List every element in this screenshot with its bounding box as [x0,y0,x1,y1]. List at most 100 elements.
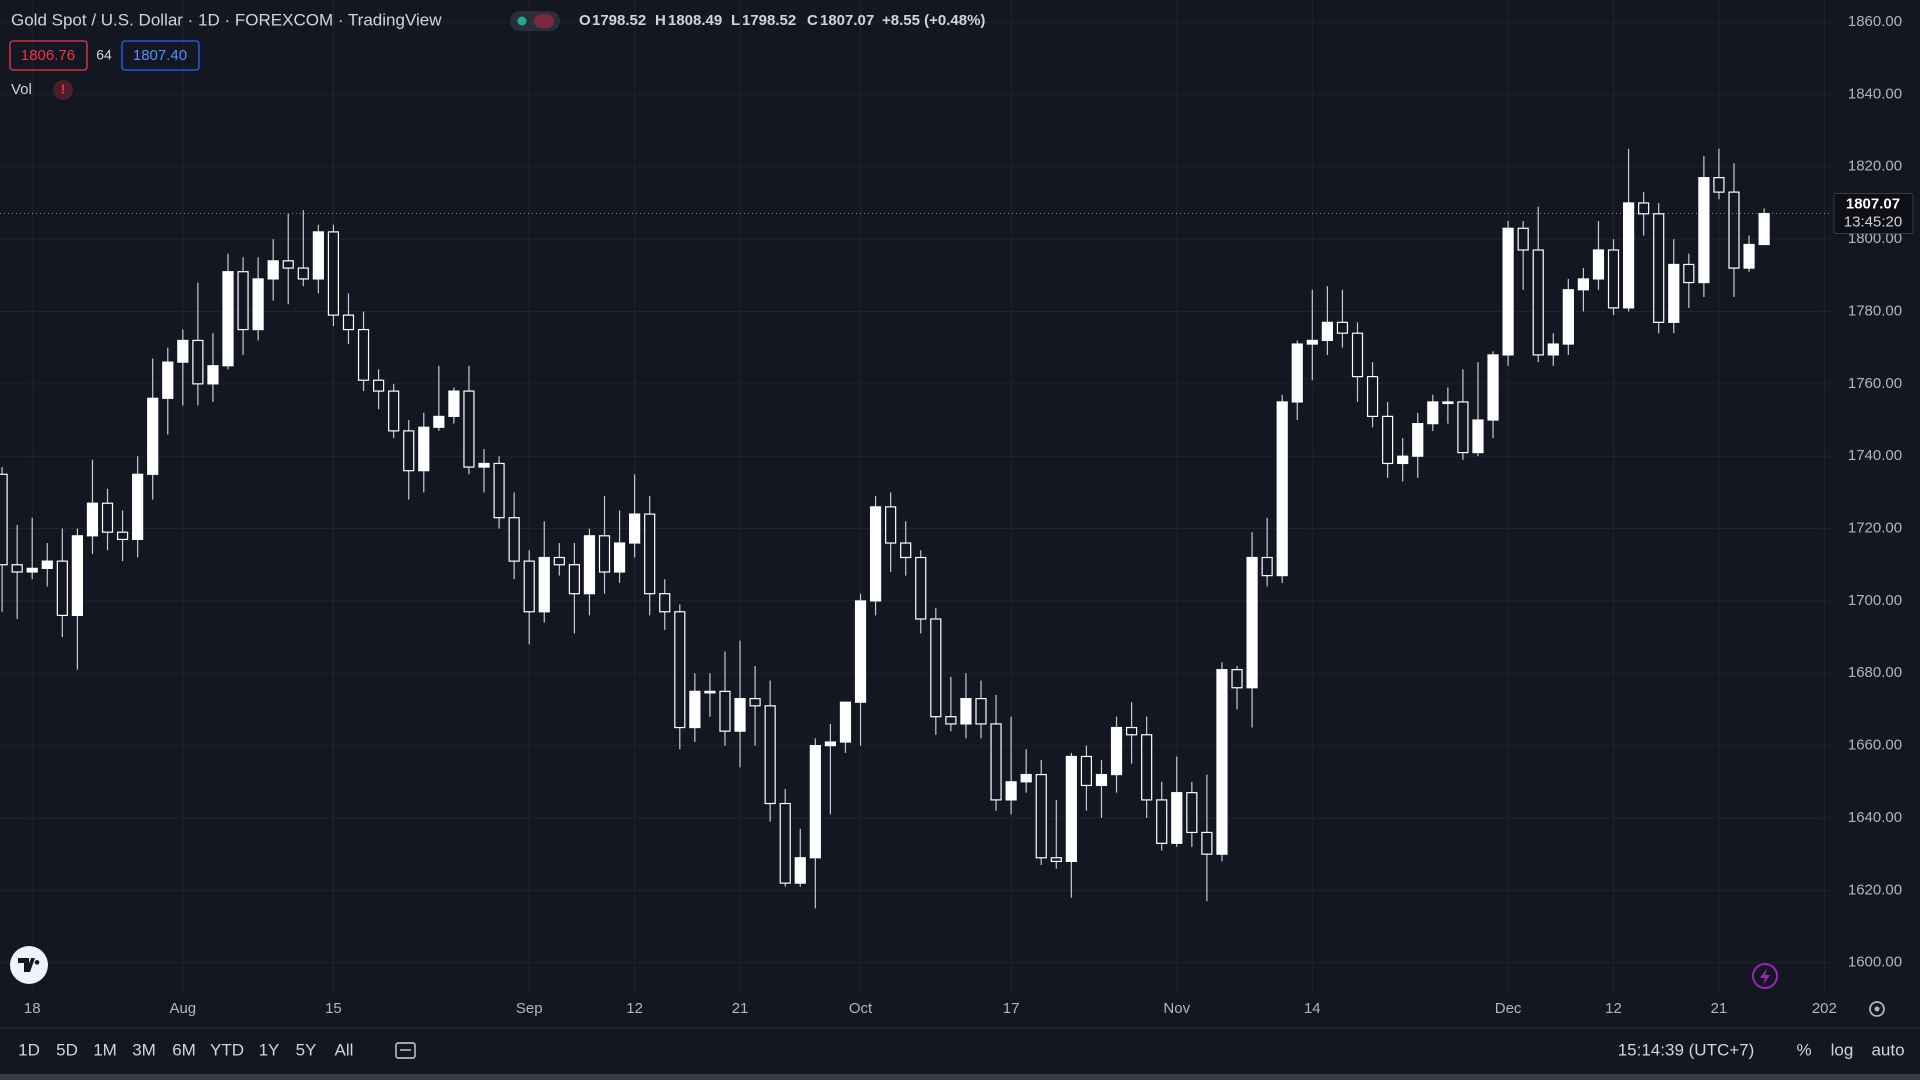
scale-option[interactable]: auto [1871,1040,1904,1059]
candle-body [523,560,535,613]
candle-body [1668,263,1680,323]
bottom-toolbar: 1D 5D 1M 3M 6M YTD 1Y 5Y All 15:14:39 (UTC+7)% log… [18,1040,1904,1059]
candle-body [538,556,550,613]
candle-body [116,531,129,541]
candle-body [734,697,746,732]
x-tick-label: 21 [1711,1000,1728,1017]
candle-body [508,517,520,562]
candle-body [1336,321,1349,334]
status-pill [534,14,554,28]
candle-body [1035,773,1047,859]
candle-body [463,390,475,468]
candle-body [1065,755,1077,862]
range-button[interactable]: All [335,1040,354,1059]
candle-body [1592,249,1605,280]
candle-body [388,390,400,432]
candle-body [839,701,852,743]
bid-box[interactable] [9,40,88,71]
x-tick-label: 14 [1304,1000,1321,1017]
candle-body [433,415,445,428]
x-tick-label: Sep [516,1000,543,1017]
candle-body [1246,556,1258,689]
candle-body [1457,401,1469,454]
lightning-button[interactable] [1752,963,1778,989]
candle-body [282,260,294,269]
candle-body [177,339,189,363]
candle-body [900,542,912,559]
vol-warning-icon[interactable] [53,80,73,100]
candle-body [41,560,53,569]
x-tick-label: 18 [24,1000,41,1017]
candle-body [704,690,716,694]
candle-body [237,271,249,331]
candle-body [1622,202,1635,309]
range-button[interactable]: 3M [132,1040,156,1059]
y-tick-label: 1760.00 [1848,375,1902,392]
candle-body [478,462,490,468]
range-button[interactable]: 5Y [296,1040,317,1059]
y-tick-label: 1740.00 [1848,447,1902,464]
candle-body [1713,177,1725,193]
candle-body [1306,339,1318,345]
candle-body [1728,191,1740,269]
range-button[interactable]: 1Y [259,1040,280,1059]
legend-close: 1807.07 [820,12,874,29]
candle-body [1427,401,1439,425]
candle-body [1080,755,1093,787]
y-tick-label: 1800.00 [1848,230,1902,247]
plot-area [0,0,1831,992]
x-tick-label: Oct [849,1000,873,1017]
clock[interactable]: 15:14:39 (UTC+7) [1618,1040,1755,1059]
ask-box[interactable] [121,40,200,71]
candle-body [207,365,219,385]
candle-body [1442,401,1454,405]
candle-body [403,430,415,472]
legend-h-label: H [655,12,666,29]
settings-button[interactable] [1869,1001,1885,1017]
x-tick-label: 15 [325,1000,342,1017]
candle-body [1351,332,1364,378]
range-button[interactable]: 1D [18,1040,40,1059]
candle-body [1472,419,1484,454]
range-button[interactable]: YTD [210,1040,244,1059]
candle-body [1607,249,1620,309]
scale-option[interactable]: % [1796,1040,1811,1059]
vol-label[interactable]: Vol [11,81,32,98]
candle-body [267,260,279,280]
tv-logo-mark [18,958,40,972]
bid-price: 1806.76 [21,47,75,64]
y-tick-label: 1600.00 [1848,954,1902,971]
legend-change: +8.55 (+0.48%) [882,12,985,29]
range-button[interactable]: 1M [93,1040,117,1059]
y-tick-label: 1840.00 [1848,85,1902,102]
candle-body [26,567,38,573]
range-button[interactable]: 5D [56,1040,78,1059]
bar-countdown: 13:45:20 [1844,214,1902,231]
candle-body [824,741,837,747]
candle-body [327,231,340,316]
candle-body [1171,792,1183,844]
date-range-button[interactable] [395,1042,416,1059]
candle-body [1231,669,1243,689]
y-tick-label: 1680.00 [1848,664,1902,681]
candle-body [373,379,385,392]
y-tick-label: 1620.00 [1848,881,1902,898]
candle-body [1638,202,1650,215]
candle-body [854,600,867,703]
legend-low: 1798.52 [742,12,796,29]
scale-option[interactable]: log [1831,1040,1854,1059]
y-tick-label: 1700.00 [1848,592,1902,609]
candle-body [1186,792,1198,834]
range-button[interactable]: 6M [172,1040,196,1059]
candle-body [1141,734,1153,801]
legend-c-label: C [807,12,818,29]
lightning-icon [1760,968,1770,985]
candle-body [11,564,23,573]
x-tick-label: 12 [1605,1000,1622,1017]
candle-body [1110,726,1123,776]
symbol-title[interactable]: Gold Spot / U.S. Dollar · 1D · FOREXCOM … [11,10,442,29]
candle-body [147,397,159,475]
candle-body [312,231,324,280]
